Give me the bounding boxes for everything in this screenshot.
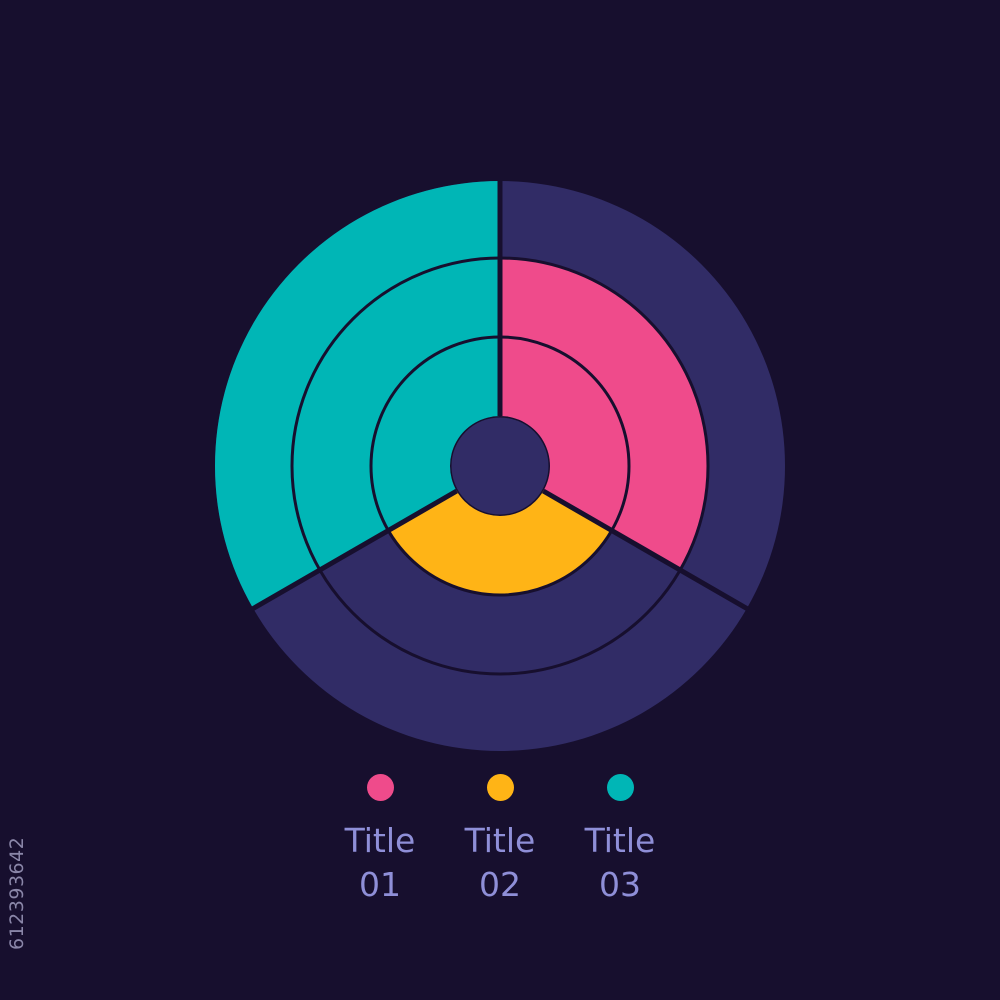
series-3 xyxy=(215,181,500,609)
legend-dot-title-03 xyxy=(606,774,634,801)
legend-label-title-01: Title xyxy=(344,821,416,860)
legend-number-title-02: 02 xyxy=(479,865,521,904)
segment-bar-1 xyxy=(500,258,708,570)
legend-item-title-03: Title 03 xyxy=(560,770,680,907)
legend-number-title-01: 01 xyxy=(359,865,401,904)
radial-separator-3 xyxy=(250,488,458,612)
radial-separator-2 xyxy=(542,488,750,612)
legend-dot-title-01 xyxy=(366,774,394,801)
segment-bar-3 xyxy=(215,181,500,609)
legend-label-title-03: Title xyxy=(584,821,656,860)
legend-number-title-03: 03 xyxy=(599,865,641,904)
series-2 xyxy=(253,491,747,751)
legend-item-title-02: Title 02 xyxy=(440,770,560,907)
legend-label-title-02: Title xyxy=(464,821,536,860)
segment-track-2 xyxy=(253,491,747,751)
series-1 xyxy=(500,181,785,609)
legend: Title 01 Title 02 Title 03 xyxy=(320,770,680,904)
center-hole xyxy=(448,414,552,518)
legend-dot-title-02 xyxy=(486,774,514,801)
stock-id-watermark: 612393642 xyxy=(6,836,28,950)
segment-bar-2 xyxy=(388,491,612,595)
legend-item-title-01: Title 01 xyxy=(320,770,440,907)
